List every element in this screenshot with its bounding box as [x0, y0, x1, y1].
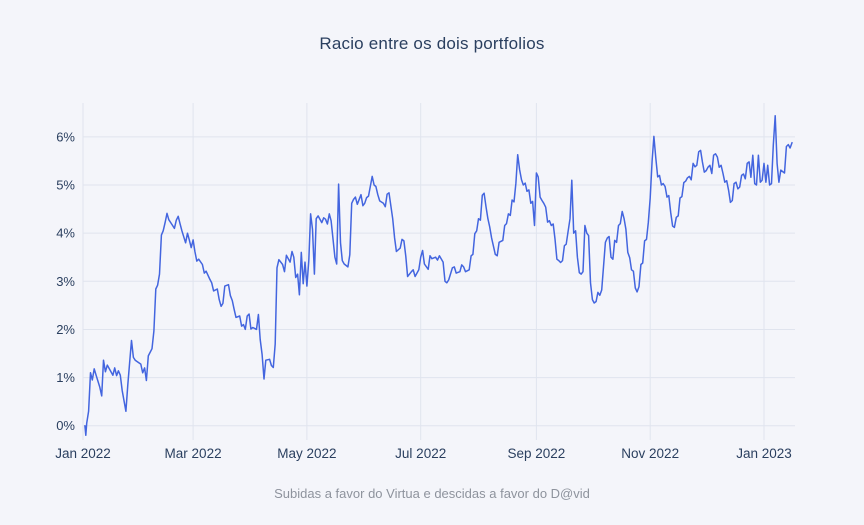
- x-tick-label: May 2022: [277, 446, 336, 461]
- x-tick-label: Jan 2022: [55, 446, 111, 461]
- x-tick-label: Nov 2022: [621, 446, 679, 461]
- y-tick-label: 4%: [56, 226, 75, 241]
- y-tick-label: 2%: [56, 322, 75, 337]
- x-tick-label: Sep 2022: [507, 446, 565, 461]
- chart-title: Racio entre os dois portfolios: [319, 34, 545, 53]
- chart-caption: Subidas a favor do Virtua e descidas a f…: [274, 486, 590, 501]
- y-tick-label: 5%: [56, 178, 75, 193]
- x-tick-label: Mar 2022: [165, 446, 222, 461]
- x-tick-label: Jan 2023: [736, 446, 792, 461]
- y-tick-label: 0%: [56, 418, 75, 433]
- x-tick-label: Jul 2022: [395, 446, 446, 461]
- y-tick-label: 1%: [56, 370, 75, 385]
- y-tick-label: 6%: [56, 129, 75, 144]
- y-tick-label: 3%: [56, 274, 75, 289]
- series-line[interactable]: [84, 114, 793, 437]
